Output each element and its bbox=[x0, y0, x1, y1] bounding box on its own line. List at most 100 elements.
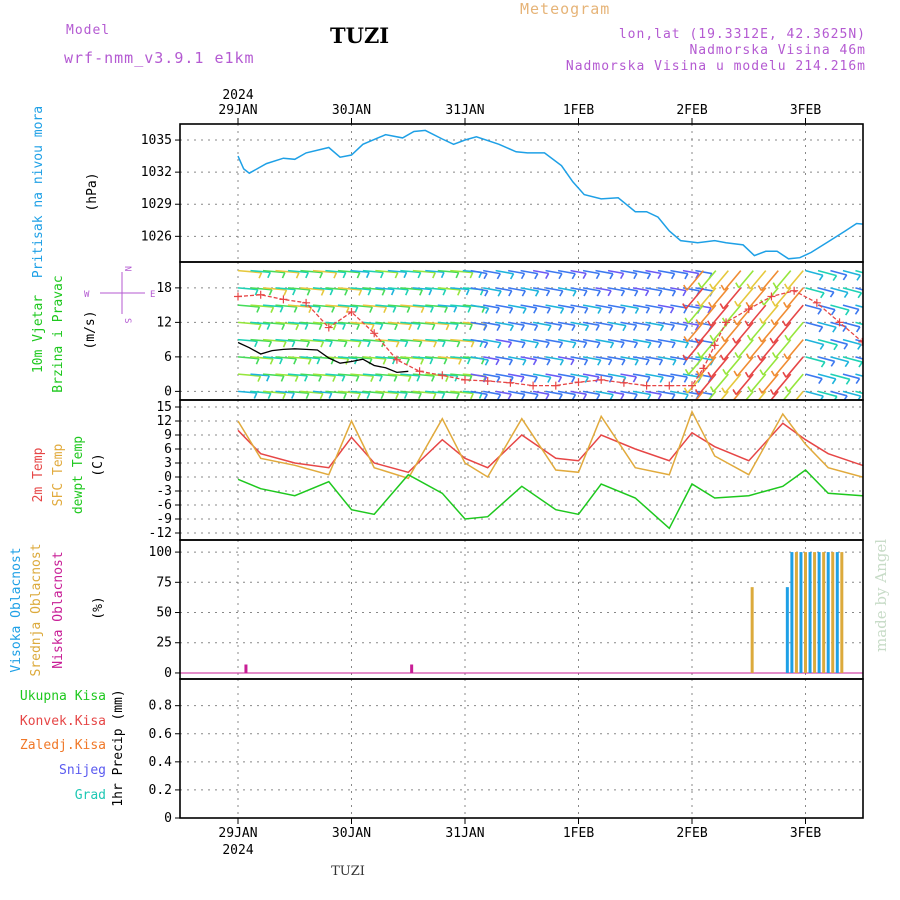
wind-barb-flag bbox=[469, 323, 473, 331]
wind-barb-flag bbox=[343, 392, 347, 400]
wind-barb bbox=[645, 390, 662, 395]
wind-barb-flag bbox=[546, 307, 551, 314]
wind-barb bbox=[817, 269, 837, 277]
wind-barb bbox=[275, 269, 300, 274]
wind-barb-flag bbox=[266, 375, 270, 382]
wind-barb-flag bbox=[657, 393, 662, 400]
wind-barb-flag bbox=[280, 375, 285, 382]
wind-barb bbox=[787, 270, 804, 290]
wind-barb-flag bbox=[868, 344, 871, 349]
wind-barb bbox=[842, 390, 861, 397]
wind-barb bbox=[557, 338, 576, 344]
wind-barb-flag bbox=[465, 289, 470, 296]
wind-barb bbox=[300, 356, 320, 360]
wind-barb-flag bbox=[404, 289, 409, 296]
wind-barb-flag bbox=[843, 292, 849, 298]
wind-barb bbox=[450, 287, 470, 291]
wind-barb bbox=[532, 338, 550, 344]
wind-barb bbox=[737, 339, 754, 359]
wind-barb bbox=[495, 321, 514, 327]
wind-barb-flag bbox=[817, 308, 823, 315]
wind-barb bbox=[532, 269, 549, 275]
wind-barb-flag bbox=[633, 342, 639, 349]
wind-barb bbox=[607, 269, 624, 275]
wind-barb-flag bbox=[455, 392, 460, 400]
wind-barb bbox=[450, 269, 473, 274]
ytick-label-cloud: 50 bbox=[156, 606, 172, 621]
wind-barb bbox=[855, 269, 863, 274]
wind-barb-flag bbox=[842, 326, 847, 333]
wind-barb bbox=[262, 373, 284, 377]
wind-barb bbox=[507, 287, 526, 292]
wind-barb bbox=[570, 287, 588, 292]
gust-marker bbox=[835, 318, 844, 327]
ytick-label-pressure: 1026 bbox=[141, 229, 172, 244]
wind-barb bbox=[830, 390, 848, 397]
wind-barb bbox=[842, 304, 860, 311]
wind-barb-flag bbox=[707, 371, 712, 378]
wind-barb-flag bbox=[558, 393, 563, 400]
wind-barb-flag bbox=[390, 289, 395, 296]
wind-barb-flag bbox=[719, 354, 725, 361]
wind-barb bbox=[262, 321, 285, 326]
ytick-label-wind: 6 bbox=[164, 350, 172, 365]
wind-barb bbox=[880, 391, 898, 396]
cloud-bar-srednja bbox=[813, 552, 817, 673]
wind-barb bbox=[711, 287, 729, 308]
wind-barb bbox=[682, 304, 701, 309]
wind-barb bbox=[545, 269, 563, 275]
wind-barb-flag bbox=[770, 370, 776, 377]
wind-barb-flag bbox=[832, 326, 837, 333]
wind-side-label: 10m Vjetar Brzina i Pravac (m/s) W E N S bbox=[31, 266, 155, 393]
model-label: Model bbox=[66, 23, 110, 38]
wind-barb-flag bbox=[571, 273, 576, 280]
wind-barb bbox=[387, 287, 409, 291]
wind-barb bbox=[632, 321, 651, 327]
wind-barb bbox=[425, 287, 446, 291]
xtick-label-bottom: 1FEB bbox=[563, 826, 594, 841]
wind-barb bbox=[855, 287, 863, 291]
wind-barb bbox=[520, 321, 538, 327]
wind-barb bbox=[275, 338, 295, 343]
wind-barb-flag bbox=[328, 392, 333, 399]
wind-barb-flag bbox=[497, 342, 502, 349]
wind-barb-flag bbox=[509, 325, 515, 332]
wind-barb bbox=[687, 304, 704, 324]
wind-barb-flag bbox=[305, 392, 310, 400]
wind-barb bbox=[237, 321, 262, 326]
wind-barb bbox=[250, 321, 270, 325]
temp-ylabel-dewpt: dewpt Temp bbox=[71, 436, 86, 514]
wind-barb-flag bbox=[747, 386, 752, 393]
wind-barb bbox=[507, 373, 525, 378]
wind-barb bbox=[772, 321, 792, 344]
wind-barb bbox=[830, 304, 850, 311]
wind-barb-flag bbox=[684, 394, 689, 400]
wind-barb bbox=[805, 356, 826, 363]
wind-barb-flag bbox=[304, 375, 308, 382]
wind-barb bbox=[250, 304, 274, 308]
wind-barb bbox=[437, 321, 459, 325]
wind-barb-flag bbox=[658, 359, 664, 366]
wind-barb-flag bbox=[453, 306, 458, 313]
wind-barb bbox=[425, 390, 445, 394]
wind-barb bbox=[425, 321, 449, 326]
wind-barb-flag bbox=[428, 289, 433, 296]
pressure-side-label: Pritisak na nivou mora (hPa) bbox=[31, 106, 100, 278]
wind-barb-flag bbox=[316, 358, 321, 365]
wind-barb-flag bbox=[370, 375, 375, 382]
wind-barb-flag bbox=[521, 393, 526, 400]
wind-barb bbox=[262, 304, 283, 308]
wind-barb-flag bbox=[757, 285, 763, 292]
wind-barb bbox=[842, 338, 862, 346]
wind-barb-flag bbox=[283, 289, 288, 296]
wind-barb bbox=[470, 390, 488, 396]
wind-barb bbox=[545, 304, 564, 310]
wind-barb bbox=[700, 339, 717, 359]
gust-marker bbox=[710, 341, 719, 350]
wind-barb-flag bbox=[545, 342, 550, 349]
wind-barb bbox=[387, 390, 408, 394]
wind-barb bbox=[686, 373, 704, 394]
wind-barb bbox=[520, 287, 539, 292]
wind-barb bbox=[350, 287, 371, 291]
